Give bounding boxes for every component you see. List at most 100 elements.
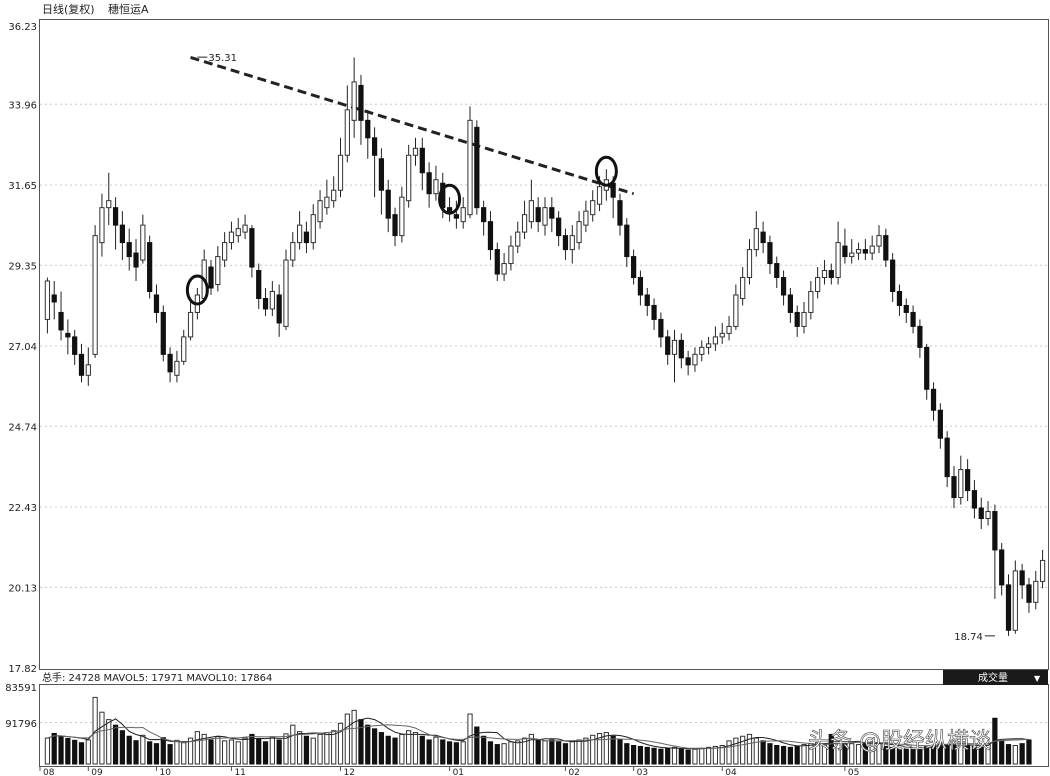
- candle-body-down: [1005, 584, 1012, 631]
- candle-body-up: [351, 81, 357, 121]
- candle-body-up: [317, 200, 323, 223]
- volume-bar: [815, 742, 821, 765]
- volume-bar: [99, 711, 105, 765]
- candle-body-down: [208, 266, 214, 289]
- candle: [740, 267, 746, 306]
- volume-bar: [726, 740, 732, 765]
- candle-body-up: [746, 249, 753, 279]
- candle-body-down: [685, 357, 691, 366]
- candle: [85, 347, 91, 386]
- candle-body-down: [133, 252, 139, 268]
- candle-body-up: [106, 200, 112, 209]
- volume-bar: [215, 736, 221, 765]
- candle-body-down: [1019, 570, 1025, 586]
- candle-body-up: [521, 214, 528, 233]
- price-y-tick: 36.23: [8, 22, 37, 33]
- candle-body-down: [971, 490, 978, 509]
- candle: [290, 232, 296, 268]
- candle: [767, 235, 773, 275]
- candle: [92, 225, 98, 358]
- volume-bar: [774, 745, 780, 765]
- candle: [515, 221, 521, 254]
- candle-body-up: [726, 325, 732, 334]
- volume-bar: [276, 739, 282, 765]
- volume-bar: [964, 745, 971, 765]
- volume-bar: [699, 747, 705, 765]
- candle-body-down: [842, 245, 848, 258]
- candle-body-up: [310, 214, 316, 244]
- volume-bar: [883, 745, 889, 765]
- candle-body-down: [992, 511, 998, 551]
- x-tick-label: 01: [453, 768, 464, 776]
- candle-body-down: [153, 294, 160, 313]
- volume-bar: [651, 747, 657, 765]
- volume-bar: [222, 740, 228, 765]
- price-grid: [40, 103, 1048, 588]
- candle-body-down: [249, 228, 255, 268]
- volume-bar: [194, 731, 200, 765]
- volume-bar: [528, 733, 534, 765]
- candle-body-down: [58, 311, 64, 331]
- volume-bar: [705, 746, 712, 765]
- candle: [453, 200, 460, 229]
- volume-bar: [644, 746, 650, 765]
- volume-bar: [685, 749, 691, 765]
- candle-body-up: [542, 207, 548, 226]
- candle: [869, 235, 875, 261]
- volume-bar: [242, 737, 248, 765]
- candle-body-down: [487, 221, 494, 251]
- candle: [460, 197, 466, 229]
- highlight-circle: [438, 183, 462, 215]
- candle: [119, 211, 126, 261]
- volume-bar: [535, 739, 541, 765]
- volume-bar: [487, 741, 494, 765]
- candle: [365, 109, 371, 159]
- candle: [828, 263, 834, 285]
- price-panel-frame: [39, 19, 1049, 670]
- volume-bar: [596, 732, 603, 765]
- candle-body-down: [999, 549, 1005, 586]
- volume-bar: [201, 733, 207, 765]
- volume-bar: [630, 745, 637, 765]
- candle-body-up: [821, 270, 828, 279]
- candle: [999, 542, 1005, 596]
- candle-body-up: [515, 231, 521, 247]
- candle: [446, 197, 453, 222]
- candle-body-down: [303, 231, 310, 244]
- candle-body-down: [964, 469, 971, 492]
- candle-body-up: [433, 179, 439, 195]
- candle: [937, 403, 943, 449]
- volume-bar: [678, 748, 684, 765]
- candle-body-up: [671, 339, 678, 355]
- volume-bar: [549, 739, 555, 765]
- candle-body-up: [596, 186, 603, 205]
- volume-bar: [542, 740, 548, 765]
- volume-bar: [65, 737, 71, 765]
- indicator-button[interactable]: [943, 670, 1048, 685]
- price-annotations: 35.31 18.74: [197, 53, 995, 643]
- chevron-down-icon[interactable]: ▼: [1034, 674, 1041, 683]
- candle: [160, 305, 166, 362]
- candle-body-up: [406, 154, 412, 202]
- candle: [242, 214, 248, 240]
- volume-bar: [412, 732, 419, 765]
- candle: [794, 305, 800, 337]
- volume-bar: [753, 737, 759, 765]
- candle: [474, 120, 480, 215]
- x-tick-label: 08: [43, 768, 55, 776]
- volume-bar: [365, 724, 371, 765]
- x-tick-label: 12: [344, 768, 355, 776]
- candle-body-down: [160, 311, 166, 355]
- candle: [331, 176, 337, 208]
- candle: [419, 137, 425, 191]
- candle-body-up: [460, 207, 466, 223]
- candle: [112, 197, 119, 250]
- price-y-tick: 29.35: [8, 261, 37, 272]
- candle-body-up: [99, 207, 105, 244]
- volume-bar: [910, 748, 916, 765]
- volume-bar: [481, 735, 487, 765]
- candle: [705, 336, 712, 355]
- volume-bar: [760, 740, 766, 765]
- candle: [958, 455, 964, 505]
- candle-body-up: [337, 154, 344, 191]
